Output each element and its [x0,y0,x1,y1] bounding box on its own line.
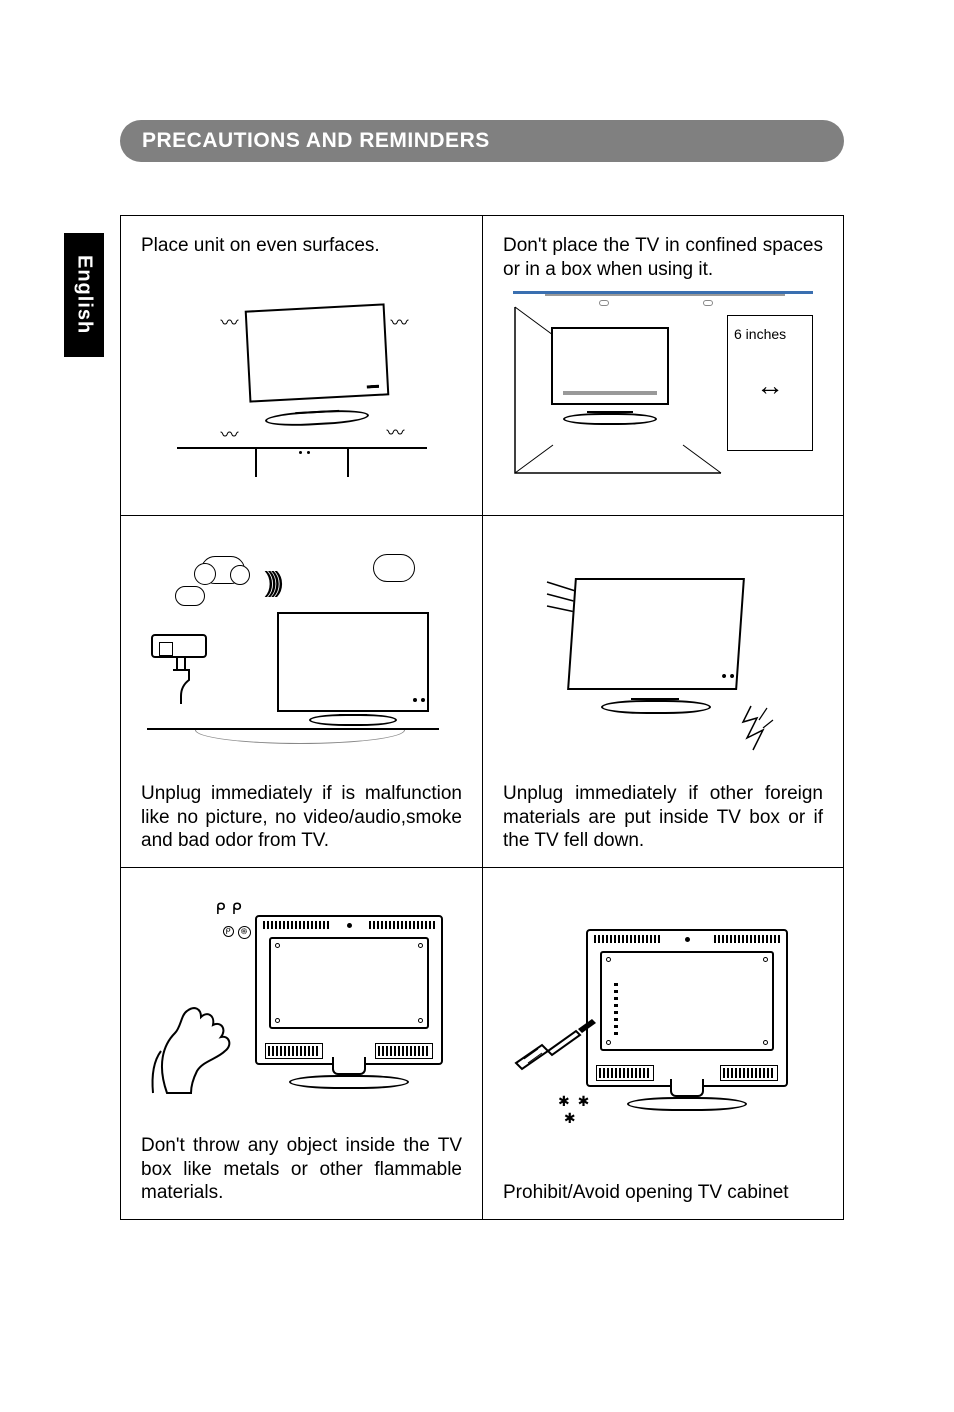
grid-row: )))) Unplug immediately if is malfunctio… [121,516,843,868]
illustration-even-surface: 〰 〰 〰 〰 [141,258,462,501]
precautions-grid: Place unit on even surfaces. 〰 〰 〰 〰 Don… [120,215,844,1220]
cell-no-throw: ᑭᑭ ᑭ֍֍֍ [121,868,482,1219]
screws-icon: ✱ ✱ ✱ [558,1093,591,1127]
droplet-icon: ᑭᑭ [213,899,245,919]
tv-icon [551,327,669,405]
plug-icon [169,656,205,704]
wobble-icon: 〰 [391,309,409,335]
section-title: PRECAUTIONS AND REMINDERS [142,129,490,153]
section-header: PRECAUTIONS AND REMINDERS [120,120,844,162]
illustration-throw-object: ᑭᑭ ᑭ֍֍֍ [141,886,462,1134]
power-strip-icon [151,634,207,658]
caption: Unplug immediately if is malfunction lik… [141,782,462,853]
illustration-tv-fell [503,534,823,782]
illustration-confined-space: 6 inches ↔ [503,282,823,502]
caption: Don't throw any object inside the TV box… [141,1134,462,1205]
crack-icon [723,698,779,759]
wobble-icon: 〰 [221,421,239,447]
tv-front-icon [586,929,788,1087]
language-tab: English [64,233,104,357]
smoke-icon [373,554,415,582]
screwdriver-icon [514,1015,600,1075]
illustration-open-cabinet: ✱ ✱ ✱ [503,886,823,1181]
grid-row: ᑭᑭ ᑭ֍֍֍ [121,868,843,1219]
tv-icon [244,304,389,403]
wobble-icon: 〰 [387,419,405,445]
tv-icon [567,578,745,690]
heat-waves-icon: )))) [265,566,278,598]
tv-front-icon [255,915,443,1065]
tv-icon [277,612,429,712]
caption: Don't place the TV in confined spaces or… [503,234,823,282]
wobble-icon: 〰 [221,309,239,335]
double-arrow-icon: ↔ [756,370,784,402]
smoke-icon [201,556,245,584]
grid-row: Place unit on even surfaces. 〰 〰 〰 〰 Don… [121,216,843,516]
cell-foreign-fell: Unplug immediately if other foreign mate… [482,516,843,867]
clearance-label: 6 inches [734,326,786,342]
caption: Unplug immediately if other foreign mate… [503,782,823,853]
cell-even-surface: Place unit on even surfaces. 〰 〰 〰 〰 [121,216,482,515]
hand-icon [147,975,243,1095]
cell-confined-space: Don't place the TV in confined spaces or… [482,216,843,515]
caption: Prohibit/Avoid opening TV cabinet [503,1181,823,1205]
caption: Place unit on even surfaces. [141,234,462,258]
illustration-smoke-unplug: )))) [141,534,462,782]
cell-no-open-cabinet: ✱ ✱ ✱ Prohibit/Avoid opening TV cabinet [482,868,843,1219]
language-label: English [73,255,96,334]
cell-malfunction-unplug: )))) Unplug immediately if is malfunctio… [121,516,482,867]
clearance-callout: 6 inches ↔ [727,315,813,451]
smoke-icon [175,586,205,606]
